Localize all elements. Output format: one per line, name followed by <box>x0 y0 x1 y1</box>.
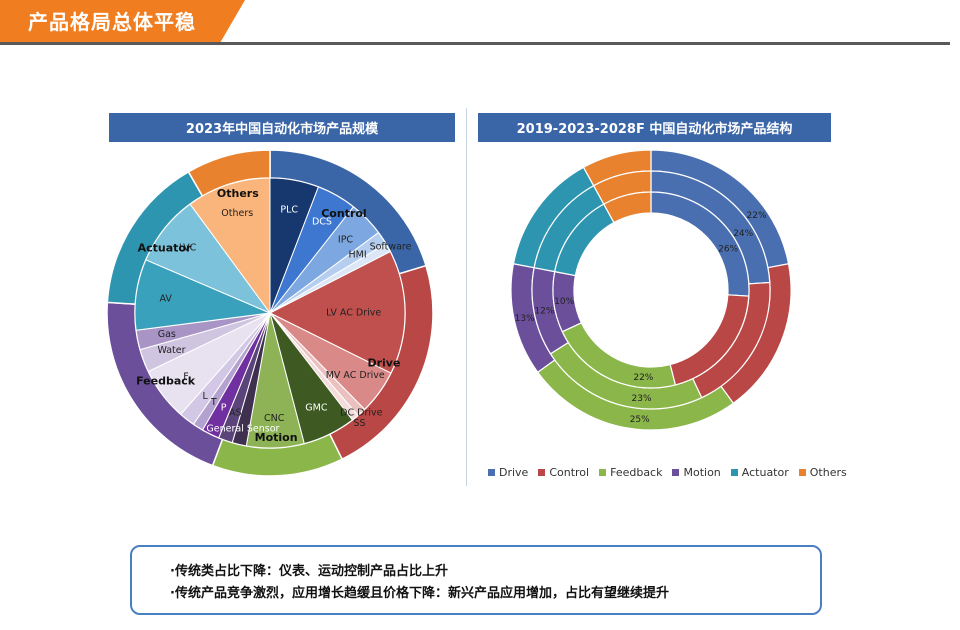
header-band-shape <box>0 0 245 43</box>
pie-slice-label-ss: SS <box>353 418 365 429</box>
legend-label-motion: Motion <box>683 466 721 479</box>
pie-group-label-actuator: Actuator <box>138 241 192 254</box>
legend-swatch-actuator <box>730 469 738 476</box>
summary-line-1: ·传统类占比下降：仪表、运动控制产品占比上升 <box>170 564 448 579</box>
donut-label-motion-ring-0: 13% <box>515 314 535 324</box>
pie-slice-label-mv-ac-drive: MV AC Drive <box>326 370 385 381</box>
donut-label-motion-ring-1: 12% <box>534 306 554 316</box>
pie-slice-label-f: F <box>183 372 188 383</box>
pie-slice-label-water: Water <box>157 345 185 356</box>
pie-group-label-others: Others <box>217 187 259 200</box>
pie-chart-title: 2023年中国自动化市场产品规模 <box>109 113 455 142</box>
legend-label-feedback: Feedback <box>610 466 663 479</box>
pie-slice-label-cnc: CNC <box>264 413 285 424</box>
pie-slice-label-gmc: GMC <box>305 403 328 414</box>
legend-item-motion: Motion <box>672 466 721 479</box>
pie-group-label-feedback: Feedback <box>136 374 196 387</box>
pie-slice-label-as: AS <box>229 407 242 418</box>
pie-slice-label-dcs: DCS <box>312 216 332 227</box>
donut-label-feedback-ring-1: 23% <box>632 394 652 404</box>
legend-item-actuator: Actuator <box>730 466 789 479</box>
legend-item-control: Control <box>538 466 589 479</box>
header-band: 产品格局总体平稳 <box>0 0 245 43</box>
legend-label-others: Others <box>809 466 847 479</box>
legend-item-drive: Drive <box>488 466 528 479</box>
pie-slice-label-lvc: LVC <box>179 243 197 254</box>
pie-slice-label-others: Others <box>221 208 253 219</box>
pie-group-label-control: Control <box>321 207 366 220</box>
pie-slice-others <box>189 177 271 315</box>
pie-group-label-motion: Motion <box>255 431 298 444</box>
header-divider <box>0 42 950 45</box>
legend-swatch-motion <box>672 469 680 476</box>
pie-slice-label-software: Software <box>370 241 412 252</box>
legend-swatch-control <box>538 469 546 476</box>
legend-swatch-feedback <box>599 469 607 476</box>
legend-swatch-others <box>798 469 806 476</box>
pie-slice-label-p: P <box>221 403 227 414</box>
pie-slice-lv-ac-drive <box>268 251 406 374</box>
donut-segment-2028f-others <box>602 191 652 224</box>
pie-slice-label-l: L <box>203 391 209 402</box>
pie-slice-label-av: AV <box>160 293 173 304</box>
pie-slice-label-gas: Gas <box>158 329 176 340</box>
donut-label-drive-ring-0: 22% <box>747 211 767 221</box>
donut-label-drive-ring-1: 24% <box>733 229 753 239</box>
summary-line-2: ·传统产品竞争激烈，应用增长趋缓且价格下降：新兴产品应用增加，占比有望继续提升 <box>170 586 669 601</box>
donut-label-drive-ring-2: 26% <box>718 245 738 255</box>
donut-label-feedback-ring-0: 25% <box>630 415 650 425</box>
donut-legend: Drive Control Feedback Motion Actuator Others <box>488 466 847 479</box>
pie-slice-label-t: T <box>210 397 217 408</box>
pie-slice-label-general-sensor: General Sensor <box>206 424 279 435</box>
donut-label-feedback-ring-2: 22% <box>633 373 653 383</box>
pie-slice-label-ipc: IPC <box>338 235 354 246</box>
pie-slice-label-lv-ac-drive: LV AC Drive <box>326 308 381 319</box>
product-structure-donut-chart: 22% 24% 26% 13%12%10% 22% 23% 25% <box>510 149 792 431</box>
page-title: 产品格局总体平稳 <box>28 10 196 34</box>
pie-slice-label-plc: PLC <box>280 204 298 215</box>
pie-group-label-drive: Drive <box>367 356 400 369</box>
legend-label-drive: Drive <box>499 466 529 479</box>
legend-label-actuator: Actuator <box>741 466 789 479</box>
pie-slice-label-dc-drive: DC Drive <box>340 407 382 418</box>
legend-label-control: Control <box>549 466 590 479</box>
donut-label-motion-ring-2: 10% <box>554 297 574 307</box>
donut-chart-title: 2019-2023-2028F 中国自动化市场产品结构 <box>478 113 831 142</box>
chart-divider <box>466 108 467 486</box>
pie-slice-label-hmi: HMI <box>349 250 367 261</box>
legend-swatch-drive <box>488 469 495 476</box>
legend-item-feedback: Feedback <box>599 466 662 479</box>
summary-box: ·传统类占比下降：仪表、运动控制产品占比上升 ·传统产品竞争激烈，应用增长趋缓且… <box>130 545 822 615</box>
legend-item-others: Others <box>798 466 847 479</box>
